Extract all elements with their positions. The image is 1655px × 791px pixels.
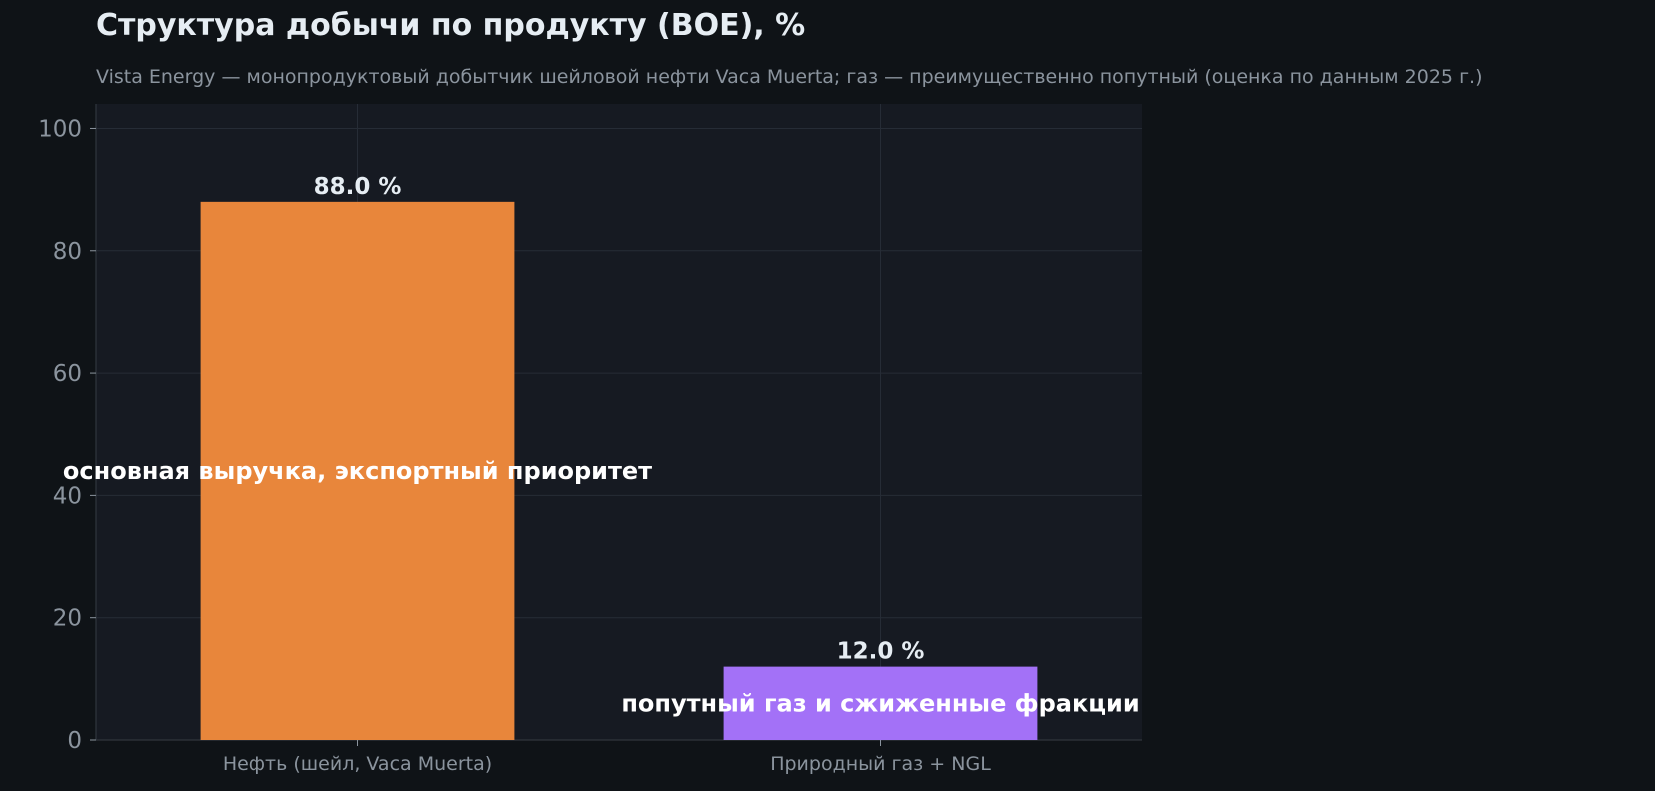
y-tick-label: 100 — [38, 116, 82, 142]
value-label: 12.0 % — [837, 639, 925, 665]
y-tick-label: 40 — [53, 483, 82, 509]
data-labels: 88.0 % основная выручка, экспортный приор… — [63, 174, 1140, 717]
bar — [723, 666, 1038, 740]
y-tick-label: 80 — [53, 239, 82, 265]
bar-annotation: основная выручка, экспортный приоритет — [63, 457, 652, 485]
x-tick-label: Нефть (шейл, Vaca Muerta) — [223, 753, 492, 775]
value-label: 88.0 % — [314, 174, 402, 200]
y-tick-label: 20 — [53, 606, 82, 632]
bars — [200, 201, 1038, 740]
chart-subtitle: Vista Energy — монопродуктовый добытчик … — [96, 66, 1483, 88]
y-tick-label: 60 — [53, 361, 82, 387]
x-tick-label: Природный газ + NGL — [770, 753, 991, 775]
bar — [200, 201, 515, 740]
bar-annotation: попутный газ и сжиженные фракции — [621, 689, 1139, 717]
y-tick-label: 0 — [67, 728, 82, 754]
chart-title: Структура добычи по продукту (BOE), % — [96, 8, 806, 43]
